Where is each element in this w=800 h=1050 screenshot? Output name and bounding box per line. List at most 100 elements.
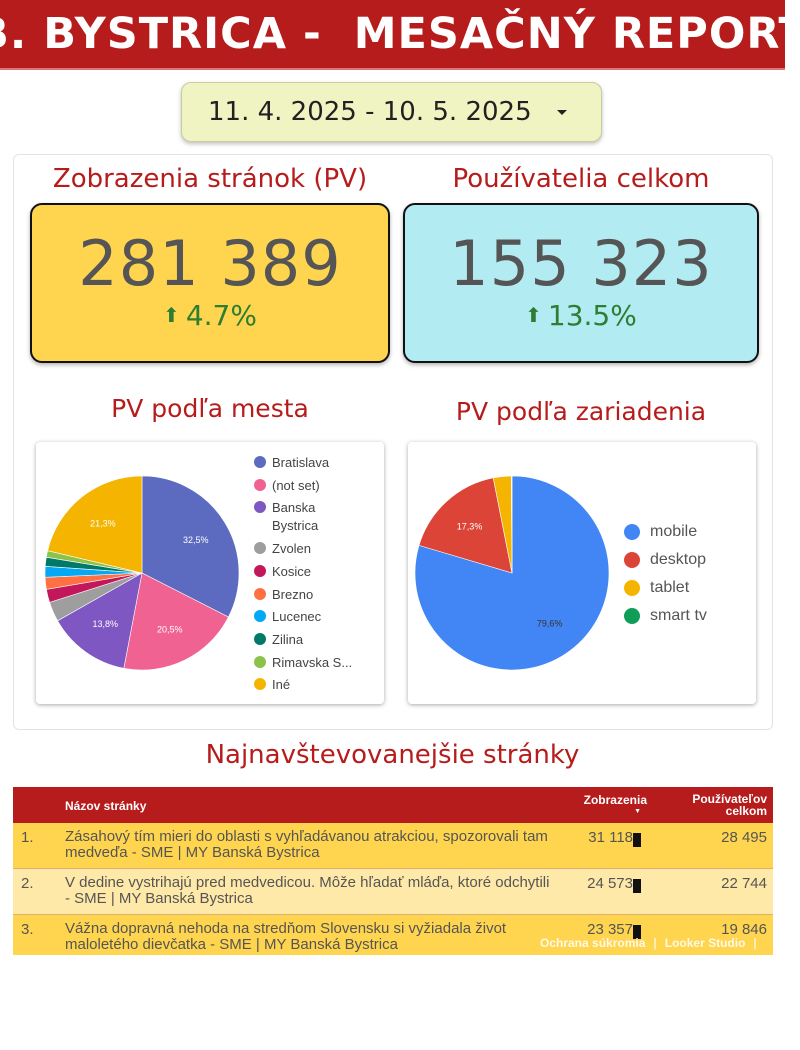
date-range-label: 11. 4. 2025 - 10. 5. 2025 <box>208 97 532 127</box>
city-legend-item[interactable]: Rimavska S... <box>254 654 362 672</box>
embed-footer: Ochrana súkromia | Looker Studio | <box>540 934 784 952</box>
kpi-pv-card: 281 389 ⬆ 4.7% <box>30 203 390 363</box>
device-legend-item[interactable]: tablet <box>624 579 740 597</box>
top-pages-table: Názov stránky Zobrazenia ▼ Používateľov … <box>13 787 773 955</box>
pageviews-value: 23 357 <box>565 921 653 955</box>
city-legend-item[interactable]: Brezno <box>254 586 362 604</box>
legend-swatch <box>254 678 266 691</box>
device-legend-item[interactable]: mobile <box>624 523 740 541</box>
device-data-label: 17,3% <box>457 521 483 531</box>
city-legend-item[interactable]: Bratislava <box>254 454 362 472</box>
users-value: 22 744 <box>721 875 767 892</box>
city-legend-item[interactable]: Kosice <box>254 563 362 581</box>
city-legend-item[interactable]: Banska Bystrica <box>254 499 362 535</box>
kpi-pv-delta: ⬆ 4.7% <box>32 299 388 332</box>
city-legend-item[interactable]: (not set) <box>254 477 362 495</box>
legend-label: Zvolen <box>272 541 312 557</box>
arrow-up-icon: ⬆ <box>525 303 542 327</box>
legend-swatch <box>624 608 640 624</box>
device-pie-chart[interactable]: 79,6% 17,3% <box>408 442 623 704</box>
page-name: V dedine vystrihajú pred medvedicou. Môž… <box>65 874 550 907</box>
kpi-pv-title: Zobrazenia stránok (PV) <box>52 164 368 194</box>
expand-icon[interactable] <box>772 937 784 949</box>
column-header-pv[interactable]: Zobrazenia ▼ <box>565 793 647 815</box>
city-slice-in-[interactable] <box>47 475 143 574</box>
city-slice--not-set-[interactable] <box>123 572 229 671</box>
legend-label: Rimavska S... <box>272 654 353 670</box>
kpi-users-value: 155 323 <box>449 227 713 300</box>
legend-label: tablet <box>650 579 690 596</box>
kpi-users-title: Používatelia celkom <box>452 164 710 194</box>
arrow-up-icon: ⬆ <box>163 303 180 327</box>
footer-separator: | <box>653 936 657 950</box>
pageviews-value: 31 118 <box>565 829 653 869</box>
city-legend-item[interactable]: Zilina <box>254 631 362 649</box>
table-row[interactable]: 3. Vážna dopravná nehoda na stredňom Slov… <box>13 915 773 955</box>
legend-swatch <box>254 564 266 577</box>
top-pages-title: Najnavštevovanejšie stránky <box>205 740 580 770</box>
column-header-users[interactable]: Používateľov celkom <box>692 792 767 818</box>
kpi-pv-delta-value: 4.7% <box>185 299 257 332</box>
city-data-label: 32,5% <box>183 535 209 545</box>
legend-label: Iné <box>272 677 291 693</box>
device-slice-desktop[interactable] <box>418 477 513 574</box>
legend-label: (not set) <box>272 477 320 493</box>
column-header-pv-label: Zobrazenia <box>583 793 647 807</box>
city-pie-chart[interactable]: 32,5% 20,5% 13,8% 21,3% <box>36 442 251 704</box>
city-chart-card: 32,5% 20,5% 13,8% 21,3% Bratislava (not set)… <box>36 442 384 704</box>
date-range-picker[interactable]: 11. 4. 2025 - 10. 5. 2025 <box>181 82 602 142</box>
legend-swatch <box>254 610 266 623</box>
pageviews-bar <box>633 833 641 847</box>
legend-label: desktop <box>650 551 707 568</box>
city-data-label: 21,3% <box>90 519 116 529</box>
row-number: 1. <box>21 829 34 846</box>
legend-label: mobile <box>650 523 698 540</box>
device-legend-item[interactable]: smart tv <box>624 607 740 625</box>
legend-label: smart tv <box>650 607 707 624</box>
legend-label: Bratislava <box>272 455 330 470</box>
caret-down-icon <box>557 110 567 115</box>
page-name: Zásahový tím mieri do oblasti s vyhľadáv… <box>65 828 548 861</box>
legend-swatch <box>254 456 266 468</box>
kpi-users-delta-value: 13.5% <box>547 299 637 332</box>
legend-swatch <box>254 632 266 645</box>
legend-swatch <box>624 552 640 568</box>
legend-label: Lucenec <box>272 609 322 625</box>
table-row[interactable]: 2. V dedine vystrihajú pred medvedicou. M… <box>13 869 773 915</box>
city-legend-item[interactable]: Zvolen <box>254 540 362 558</box>
legend-swatch <box>624 580 640 596</box>
city-slice-bratislava[interactable] <box>141 475 240 618</box>
kpi-users-card: 155 323 ⬆ 13.5% <box>403 203 759 363</box>
device-slice-smart-tv[interactable] <box>511 475 513 574</box>
column-header-name[interactable]: Názov stránky <box>65 799 147 813</box>
row-number: 2. <box>21 875 34 892</box>
device-chart-title: PV podľa zariadenia <box>455 397 707 426</box>
users-value: 28 495 <box>721 829 767 846</box>
footer-separator: | <box>753 936 757 950</box>
page-name: Vážna dopravná nehoda na stredňom Sloven… <box>65 920 507 953</box>
city-chart-title: PV podľa mesta <box>111 394 309 423</box>
table-header: Názov stránky Zobrazenia ▼ Používateľov … <box>13 787 773 823</box>
city-slice-banska-bystrica[interactable] <box>57 572 143 669</box>
row-number: 3. <box>21 921 34 938</box>
device-chart-card: 79,6% 17,3% mobile desktop tablet smart tv <box>408 442 756 704</box>
device-data-label: 79,6% <box>537 619 563 629</box>
sort-desc-icon: ▼ <box>634 808 641 815</box>
city-legend-item[interactable]: Lucenec <box>254 608 362 626</box>
device-legend-item[interactable]: desktop <box>624 551 740 569</box>
legend-label: Kosice <box>272 563 312 579</box>
kpi-pv-value: 281 389 <box>78 227 342 300</box>
report-header: B. BYSTRICA - MESAČNÝ REPORT <box>0 0 800 70</box>
looker-studio-link[interactable]: Looker Studio <box>664 936 746 950</box>
legend-label: Brezno <box>272 586 314 602</box>
legend-swatch <box>254 587 266 600</box>
pageviews-value: 24 573 <box>565 875 653 915</box>
city-data-label: 20,5% <box>157 625 183 635</box>
privacy-link[interactable]: Ochrana súkromia <box>540 936 646 950</box>
table-row[interactable]: 1. Zásahový tím mieri do oblasti s vyhľad… <box>13 823 773 869</box>
legend-swatch <box>624 524 640 540</box>
legend-swatch <box>254 542 266 555</box>
city-legend-item[interactable]: Iné <box>254 676 362 694</box>
city-data-label: 13,8% <box>92 619 118 629</box>
kpi-users-delta: ⬆ 13.5% <box>405 299 757 332</box>
